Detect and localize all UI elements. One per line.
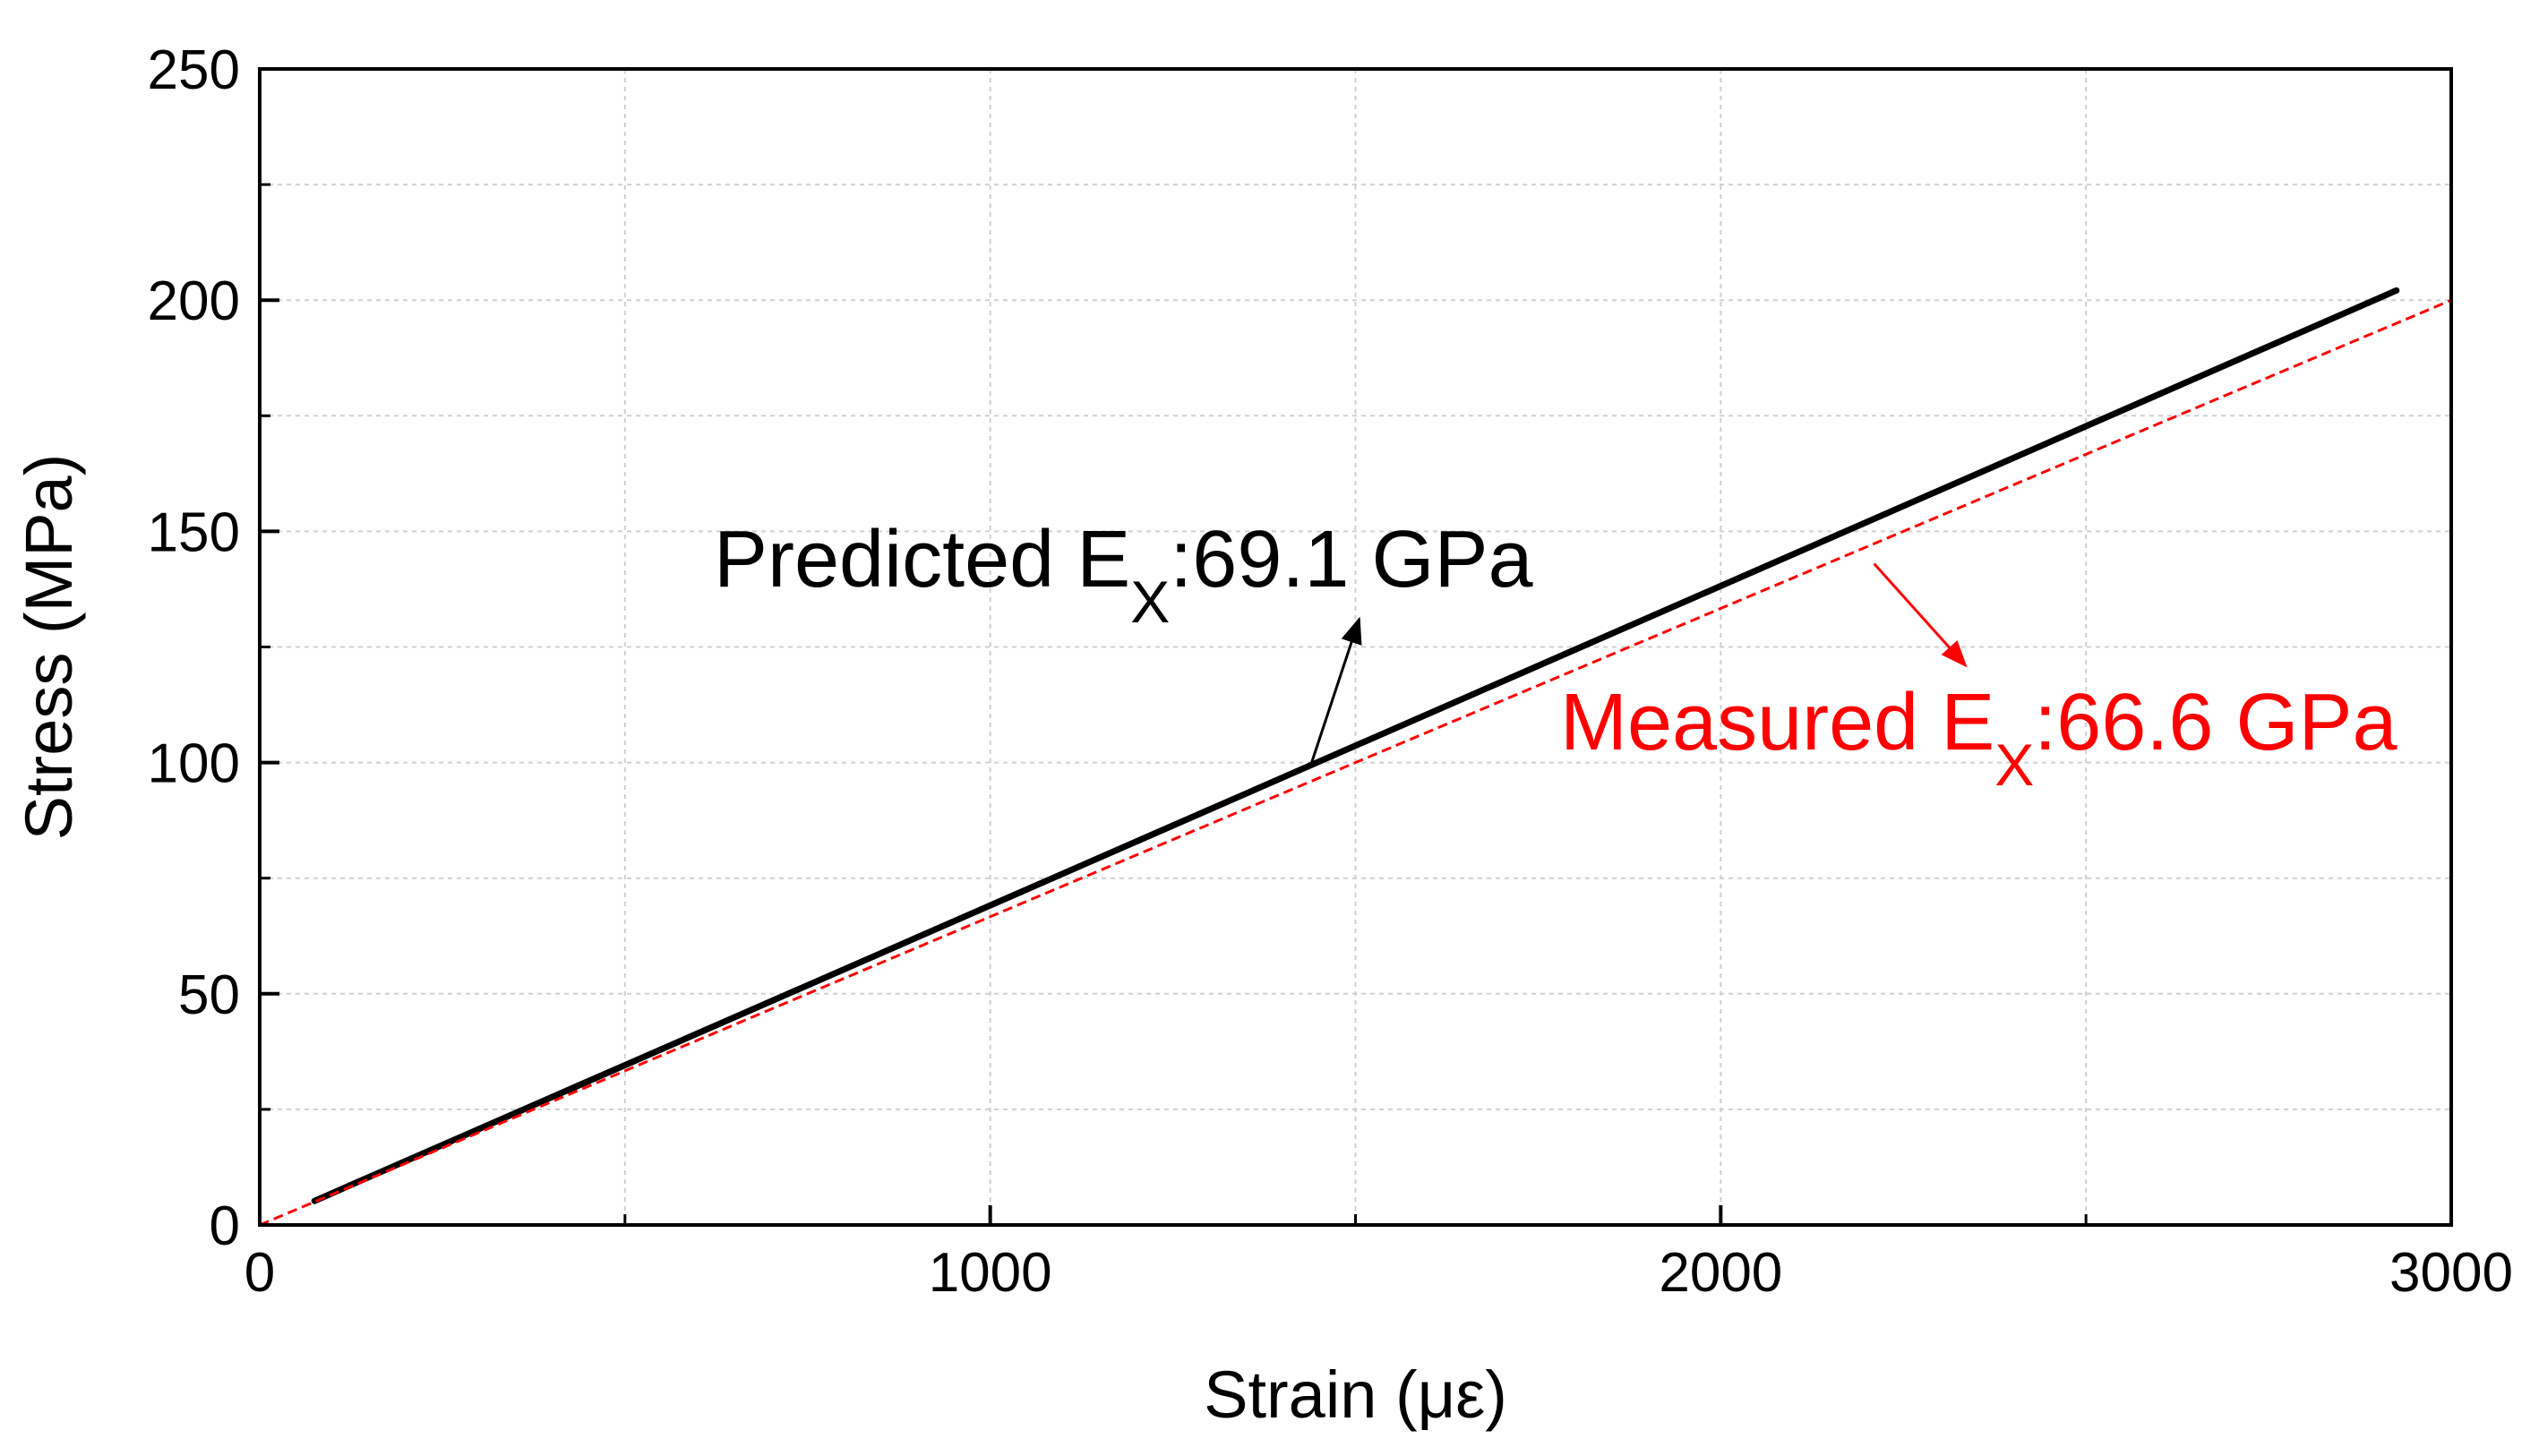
y-tick-label: 200 [148,270,240,332]
x-tick-label: 3000 [2389,1242,2513,1304]
annotation-predicted: Predicted EX:69.1 GPa [714,515,1533,635]
series-predicted-line [311,287,2400,1204]
y-tick-label: 250 [148,39,240,101]
tick-labels: 0 1000 2000 3000 0 50 100 150 200 250 [148,39,2513,1304]
x-tick-label: 0 [244,1242,275,1304]
series-measured-line [259,298,2452,1227]
annotation-predicted-arrow [1310,616,1362,764]
x-tick-label: 1000 [929,1242,1052,1304]
y-tick-label: 50 [178,964,240,1026]
annotation-measured: Measured EX:66.6 GPa [1560,678,2397,798]
axis-ticks [258,67,2453,1227]
y-axis-title: Stress (MPa) [12,454,86,841]
x-axis-title: Strain (με) [1204,1358,1507,1432]
y-tick-label: 0 [210,1195,240,1257]
annotation-measured-arrow [1873,562,1968,668]
y-tick-label: 150 [148,501,240,563]
grid [260,69,2451,1225]
y-tick-label: 100 [148,733,240,795]
x-tick-label: 2000 [1659,1242,1782,1304]
series-layer [259,287,2452,1227]
